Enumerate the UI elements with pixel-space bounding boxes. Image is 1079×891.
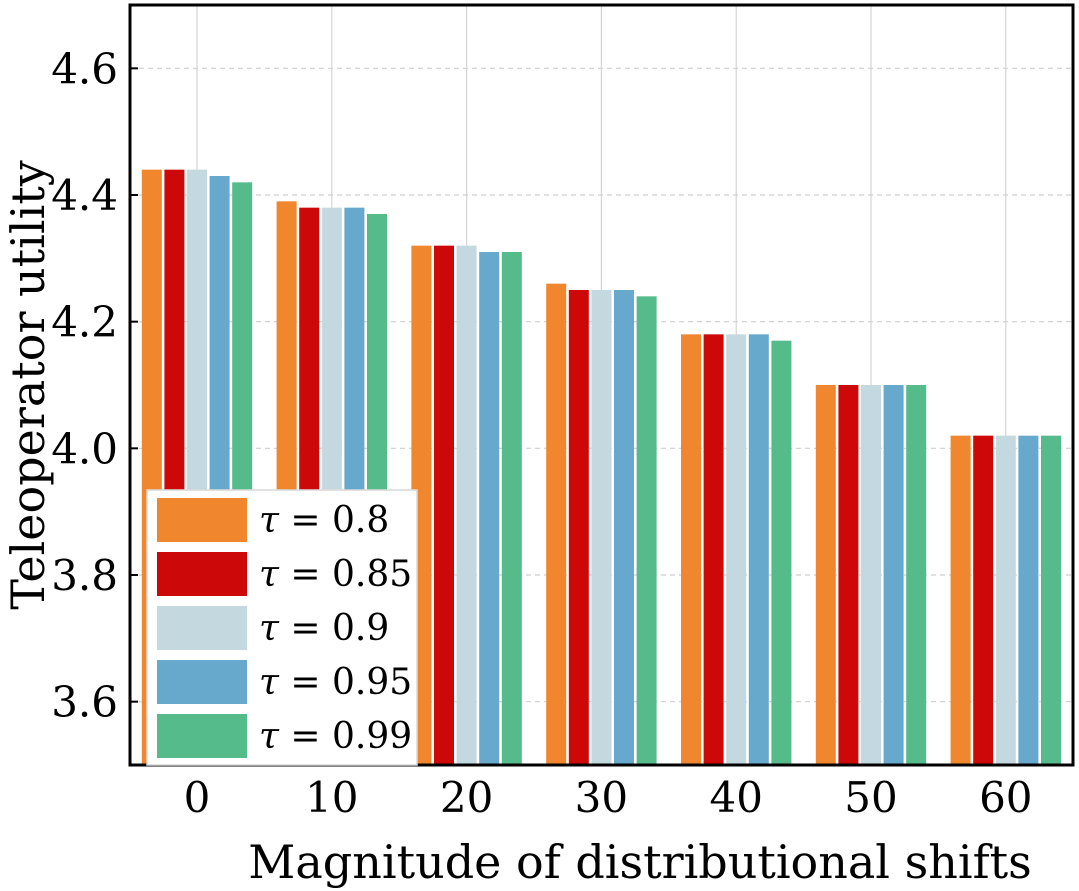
bar	[883, 385, 904, 765]
bar	[995, 435, 1016, 765]
legend-entry-label: τ = 0.9	[259, 608, 389, 649]
bar	[1041, 435, 1061, 765]
legend-tau-symbol: τ	[259, 716, 280, 757]
legend-swatch	[157, 498, 247, 542]
y-tick-label: 4.4	[51, 171, 118, 220]
legend-entry-label: τ = 0.8	[259, 500, 389, 541]
legend-value: = 0.85	[279, 554, 412, 595]
x-tick-label: 30	[575, 773, 628, 822]
bar	[1018, 435, 1039, 765]
legend-entry-label: τ = 0.99	[259, 716, 412, 757]
y-tick-label: 3.8	[51, 551, 118, 600]
legend-value: = 0.99	[279, 716, 412, 757]
bar	[973, 435, 994, 765]
legend-value: = 0.8	[279, 500, 389, 541]
x-tick-label: 60	[979, 773, 1032, 822]
legend-swatch	[157, 552, 247, 596]
y-tick-label: 4.2	[51, 298, 118, 347]
legend-entry-label: τ = 0.85	[259, 554, 412, 595]
legend-tau-symbol: τ	[259, 500, 280, 541]
bar	[838, 385, 859, 765]
legend-tau-symbol: τ	[259, 554, 280, 595]
legend: τ = 0.8τ = 0.85τ = 0.9τ = 0.95τ = 0.99	[146, 489, 418, 766]
bar	[501, 252, 522, 765]
legend-swatch	[157, 714, 247, 758]
y-axis-ticks: 3.6 3.8 4.0 4.2 4.4 4.6	[51, 44, 138, 727]
bar	[456, 245, 477, 765]
bar	[906, 385, 927, 765]
bar	[591, 290, 612, 765]
x-tick-label: 50	[844, 773, 897, 822]
bar	[950, 435, 971, 765]
x-axis-ticks: 0 10 20 30 40 50 60	[184, 773, 1033, 822]
x-axis-label: Magnitude of distributional shifts	[248, 835, 1031, 889]
bar	[614, 290, 634, 765]
bar	[703, 334, 724, 765]
x-tick-label: 20	[440, 773, 493, 822]
bar	[861, 385, 881, 765]
bar	[479, 252, 500, 765]
legend-tau-symbol: τ	[259, 608, 280, 649]
y-tick-label: 3.6	[51, 678, 118, 727]
legend-swatch	[157, 606, 247, 650]
legend-entry-label: τ = 0.95	[259, 662, 412, 703]
legend-value: = 0.95	[279, 662, 412, 703]
bar	[434, 245, 454, 765]
x-tick-label: 10	[305, 773, 358, 822]
bar	[546, 283, 567, 765]
bar	[636, 296, 657, 765]
legend-swatch	[157, 660, 247, 704]
bar	[726, 334, 747, 765]
y-tick-label: 4.0	[51, 424, 118, 473]
legend-tau-symbol: τ	[259, 662, 280, 703]
x-tick-label: 0	[184, 773, 211, 822]
y-tick-label: 4.6	[51, 44, 118, 93]
plot-frame	[128, 3, 1075, 767]
y-axis-label: Teleoperator utility	[1, 160, 55, 610]
bar	[771, 340, 792, 765]
bar	[568, 290, 589, 765]
bar	[815, 385, 836, 765]
bar	[748, 334, 769, 765]
legend-value: = 0.9	[279, 608, 389, 649]
x-tick-label: 40	[709, 773, 762, 822]
bar	[681, 334, 701, 765]
